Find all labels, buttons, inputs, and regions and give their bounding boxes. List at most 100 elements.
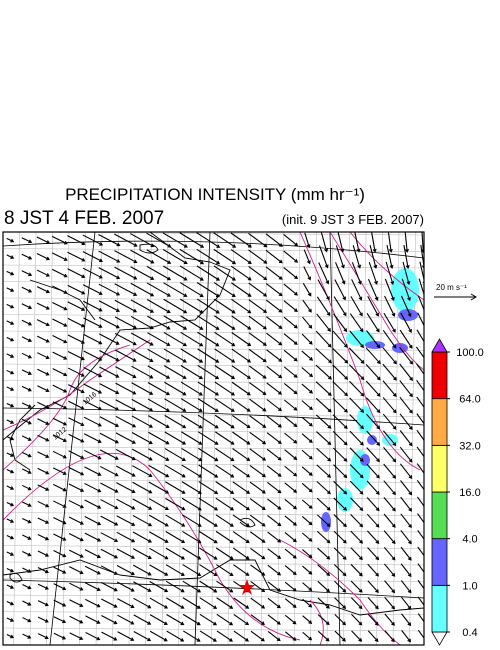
wind-arrow — [36, 286, 50, 294]
wind-arrow — [36, 253, 51, 261]
grid-line — [62, 232, 70, 645]
wind-arrow — [98, 234, 121, 247]
init-time: (init. 9 JST 3 FEB. 2007) — [282, 212, 424, 227]
wind-arrow — [417, 529, 424, 541]
wind-arrow — [399, 380, 413, 398]
wind-arrow — [198, 481, 219, 494]
wind-arrow — [6, 402, 15, 408]
wind-arrow — [215, 514, 234, 527]
wind-arrow — [369, 245, 378, 269]
wind-arrow — [301, 499, 313, 509]
wind-arrow — [383, 463, 397, 479]
wind-arrow — [6, 584, 15, 589]
wind-arrow — [197, 348, 220, 363]
wind-arrow — [148, 514, 169, 527]
wind-arrow — [6, 468, 15, 474]
colorbar-bin — [431, 584, 448, 633]
wind-arrow — [233, 613, 250, 626]
wind-arrow — [214, 331, 236, 347]
wind-arrow — [332, 364, 349, 380]
wind-arrow — [216, 580, 234, 593]
wind-arrow — [416, 363, 424, 376]
wind-arrow — [114, 266, 138, 280]
wind-arrow — [6, 353, 15, 358]
wind-arrow — [266, 382, 283, 395]
wind-arrow — [132, 548, 152, 560]
wind-arrow — [315, 397, 332, 413]
wind-vectors — [6, 232, 424, 643]
wind-arrow — [399, 346, 414, 365]
wind-arrow — [68, 549, 84, 558]
wind-arrow — [21, 385, 32, 392]
wind-arrow — [214, 365, 236, 380]
wind-arrow — [350, 547, 363, 561]
wind-arrow — [267, 581, 281, 592]
wind-arrow — [267, 564, 282, 576]
wind-arrow — [249, 498, 266, 511]
wind-arrow — [196, 265, 221, 281]
wind-arrow — [132, 465, 153, 477]
wind-arrow — [6, 419, 15, 424]
wind-arrow — [302, 549, 313, 559]
wind-arrow — [233, 630, 249, 642]
wind-arrow — [99, 416, 120, 428]
title: PRECIPITATION INTENSITY (mm hr⁻¹) — [65, 185, 365, 204]
wind-arrow — [367, 613, 379, 626]
wind-arrow — [317, 597, 330, 609]
wind-arrow — [283, 283, 298, 296]
wind-arrow — [84, 482, 102, 493]
wind-arrow — [179, 232, 205, 248]
wind-arrow — [249, 382, 267, 396]
wind-arrow — [67, 367, 85, 377]
wind-arrow — [249, 481, 266, 494]
wind-arrow — [85, 631, 101, 641]
wind-arrow — [68, 433, 85, 443]
wind-arrow — [115, 366, 137, 379]
wind-arrow — [196, 298, 220, 314]
wind-arrow — [197, 398, 219, 412]
wind-arrow — [98, 267, 121, 280]
wind-arrow — [316, 447, 332, 462]
wind-arrow — [166, 614, 185, 626]
wind-arrow — [52, 417, 68, 426]
wind-arrow — [37, 616, 49, 623]
wind-arrow — [99, 465, 119, 477]
wind-arrow — [52, 351, 68, 360]
wind-arrow — [265, 283, 283, 297]
wind-arrow — [349, 330, 364, 349]
wind-arrow — [366, 447, 380, 463]
wind-arrow — [67, 384, 85, 394]
wind-arrow — [417, 596, 424, 609]
wind-arrow — [267, 531, 282, 543]
wind-arrow — [214, 348, 236, 363]
wind-arrow — [165, 514, 186, 527]
wind-arrow — [149, 581, 169, 593]
wind-arrow — [180, 315, 204, 330]
wind-arrow — [333, 497, 348, 511]
wind-arrow — [215, 530, 234, 544]
wind-arrow — [83, 400, 102, 411]
wind-arrow — [365, 347, 381, 365]
wind-arrow — [6, 567, 15, 573]
wind-arrow — [216, 613, 234, 626]
wind-arrow — [182, 564, 202, 576]
wind-arrow — [130, 315, 154, 330]
wind-arrow — [332, 414, 348, 430]
wind-arrow — [231, 332, 252, 347]
wind-arrow — [99, 399, 120, 411]
wind-arrow — [115, 382, 137, 395]
wind-arrow — [283, 349, 298, 362]
wind-arrow — [197, 315, 220, 330]
wind-arrow — [267, 498, 282, 510]
wind-arrow — [101, 631, 118, 641]
wind-arrow — [21, 270, 33, 277]
wind-arrow — [248, 249, 268, 264]
wind-arrow — [366, 413, 381, 430]
colorbar-over — [431, 338, 448, 353]
wind-arrow — [267, 614, 281, 625]
wind-arrow — [85, 615, 101, 624]
wind-arrow — [131, 349, 154, 363]
wind-arrow — [333, 564, 347, 577]
wind-arrow — [365, 363, 381, 381]
grid-line — [3, 512, 424, 516]
